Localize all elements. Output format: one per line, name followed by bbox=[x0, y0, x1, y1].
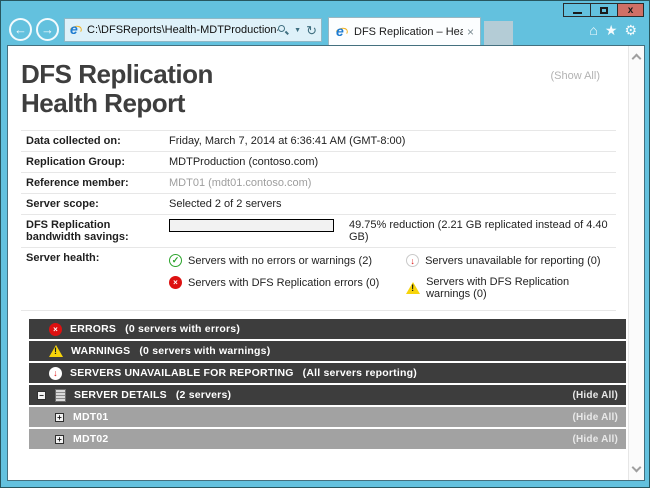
info-row-server-health: Server health: ✓ Servers with no errors … bbox=[21, 247, 616, 311]
settings-icon[interactable]: ⚙ bbox=[624, 22, 637, 38]
section-title: SERVER DETAILS bbox=[74, 389, 167, 401]
info-label: Server health: bbox=[26, 252, 100, 264]
expand-icon[interactable]: + bbox=[55, 412, 64, 422]
section-status: (0 servers with warnings) bbox=[139, 345, 271, 357]
health-item-label: Servers with DFS Replication warnings (0… bbox=[426, 276, 570, 300]
health-item-no-errors: ✓ Servers with no errors or warnings (2) bbox=[169, 254, 406, 267]
warning-icon bbox=[406, 282, 421, 294]
url-text[interactable]: C:\DFSReports\Health-MDTProduction-07Ma bbox=[87, 24, 278, 36]
warning-icon bbox=[49, 345, 63, 357]
ie-icon: e bbox=[67, 21, 84, 37]
info-label: Reference member: bbox=[26, 177, 129, 189]
hide-all-link[interactable]: (Hide All) bbox=[572, 411, 618, 423]
report-sections: × ERRORS (0 servers with errors) WARNING… bbox=[29, 319, 626, 449]
window-controls: x bbox=[563, 3, 644, 17]
show-all-link[interactable]: (Show All) bbox=[550, 70, 600, 82]
section-status: (0 servers with errors) bbox=[125, 323, 241, 335]
vertical-scrollbar[interactable] bbox=[628, 46, 644, 480]
section-status: (2 servers) bbox=[175, 389, 232, 401]
hide-all-link[interactable]: (Hide All) bbox=[572, 433, 618, 445]
favorites-icon[interactable]: ★ bbox=[604, 22, 618, 38]
minimize-button[interactable] bbox=[563, 3, 590, 17]
error-icon: × bbox=[49, 322, 62, 336]
info-value: MDT01 (mdt01.contoso.com) bbox=[169, 177, 312, 189]
close-icon: x bbox=[627, 4, 634, 16]
health-item-errors: × Servers with DFS Replication errors (0… bbox=[169, 276, 406, 289]
info-label: Server scope: bbox=[26, 198, 99, 210]
section-warnings[interactable]: WARNINGS (0 servers with warnings) bbox=[29, 341, 626, 361]
unavailable-icon: ↓ bbox=[406, 254, 420, 267]
bandwidth-status-text: 49.75% reduction (2.21 GB replicated ins… bbox=[349, 219, 608, 243]
info-label: DFS Replication bandwidth savings: bbox=[26, 219, 129, 243]
maximize-icon bbox=[600, 6, 608, 14]
forward-button[interactable]: → bbox=[36, 18, 59, 41]
nav-icons: ⌂ ★ ⚙ bbox=[589, 21, 637, 39]
report-info-table: Data collected on: Friday, March 7, 2014… bbox=[21, 130, 616, 311]
collapse-icon[interactable]: − bbox=[37, 390, 46, 400]
health-item-unavailable: ↓ Servers unavailable for reporting (0) bbox=[406, 254, 616, 267]
section-server-details[interactable]: − SERVER DETAILS (2 servers) (Hide All) bbox=[29, 385, 626, 405]
section-errors[interactable]: × ERRORS (0 servers with errors) bbox=[29, 319, 626, 339]
forward-icon: → bbox=[41, 22, 54, 37]
server-row-mdt01[interactable]: + MDT01 (Hide All) bbox=[29, 407, 626, 427]
section-title: ERRORS bbox=[70, 323, 117, 335]
info-value: MDTProduction (contoso.com) bbox=[169, 156, 319, 168]
info-row-server-scope: Server scope: Selected 2 of 2 servers bbox=[21, 193, 616, 214]
health-item-label: Servers with DFS Replication errors (0) bbox=[188, 276, 380, 289]
info-value: Selected 2 of 2 servers bbox=[169, 198, 282, 210]
minimize-icon bbox=[572, 11, 582, 14]
health-report: DFS Replication Health Report (Show All) … bbox=[8, 46, 630, 480]
section-title: SERVERS UNAVAILABLE FOR REPORTING bbox=[70, 367, 294, 379]
info-row-reference-member: Reference member: MDT01 (mdt01.contoso.c… bbox=[21, 172, 616, 193]
tab-close-icon[interactable]: × bbox=[466, 24, 474, 39]
expand-icon[interactable]: + bbox=[55, 434, 64, 444]
close-button[interactable]: x bbox=[617, 3, 644, 17]
server-name: MDT01 bbox=[73, 411, 109, 423]
info-value: Friday, March 7, 2014 at 6:36:41 AM (GMT… bbox=[169, 135, 406, 147]
address-dropdown-icon[interactable]: ▼ bbox=[294, 26, 302, 34]
ok-icon: ✓ bbox=[169, 254, 182, 267]
info-label: Replication Group: bbox=[26, 156, 125, 168]
refresh-icon[interactable]: ↻ bbox=[306, 22, 317, 38]
back-button[interactable]: ← bbox=[9, 18, 32, 41]
ie-icon: e bbox=[333, 23, 350, 39]
bandwidth-progress-bar bbox=[169, 219, 334, 232]
section-status: (All servers reporting) bbox=[302, 367, 417, 379]
new-tab-button[interactable] bbox=[484, 21, 513, 45]
home-icon[interactable]: ⌂ bbox=[589, 22, 598, 38]
server-row-mdt02[interactable]: + MDT02 (Hide All) bbox=[29, 429, 626, 449]
back-icon: ← bbox=[14, 22, 27, 37]
section-unavailable[interactable]: ↓ SERVERS UNAVAILABLE FOR REPORTING (All… bbox=[29, 363, 626, 383]
search-icon[interactable] bbox=[278, 24, 290, 36]
info-label: Data collected on: bbox=[26, 135, 121, 147]
error-icon: × bbox=[169, 276, 182, 289]
section-title: WARNINGS bbox=[71, 345, 131, 357]
navigation-bar: ← → e C:\DFSReports\Health-MDTProduction… bbox=[1, 16, 649, 45]
page-content: DFS Replication Health Report (Show All) … bbox=[7, 45, 645, 481]
page-title: DFS Replication Health Report bbox=[21, 59, 213, 118]
address-bar[interactable]: e C:\DFSReports\Health-MDTProduction-07M… bbox=[64, 18, 322, 42]
health-item-label: Servers with no errors or warnings (2) bbox=[188, 254, 373, 267]
maximize-button[interactable] bbox=[590, 3, 617, 17]
unavailable-icon: ↓ bbox=[49, 366, 62, 380]
scroll-up-icon[interactable] bbox=[631, 53, 642, 64]
health-item-warnings: Servers with DFS Replication warnings (0… bbox=[406, 276, 616, 300]
info-row-data-collected: Data collected on: Friday, March 7, 2014… bbox=[21, 130, 616, 151]
server-icon bbox=[55, 388, 66, 402]
info-row-replication-group: Replication Group: MDTProduction (contos… bbox=[21, 151, 616, 172]
health-item-label: Servers unavailable for reporting (0) bbox=[425, 254, 601, 267]
tab-title: DFS Replication – Health Re... bbox=[354, 25, 463, 38]
info-row-bandwidth: DFS Replication bandwidth savings: 49.75… bbox=[21, 214, 616, 247]
scroll-down-icon[interactable] bbox=[631, 462, 642, 473]
hide-all-link[interactable]: (Hide All) bbox=[572, 389, 618, 401]
server-name: MDT02 bbox=[73, 433, 109, 445]
browser-tab[interactable]: e DFS Replication – Health Re... × bbox=[328, 17, 481, 45]
